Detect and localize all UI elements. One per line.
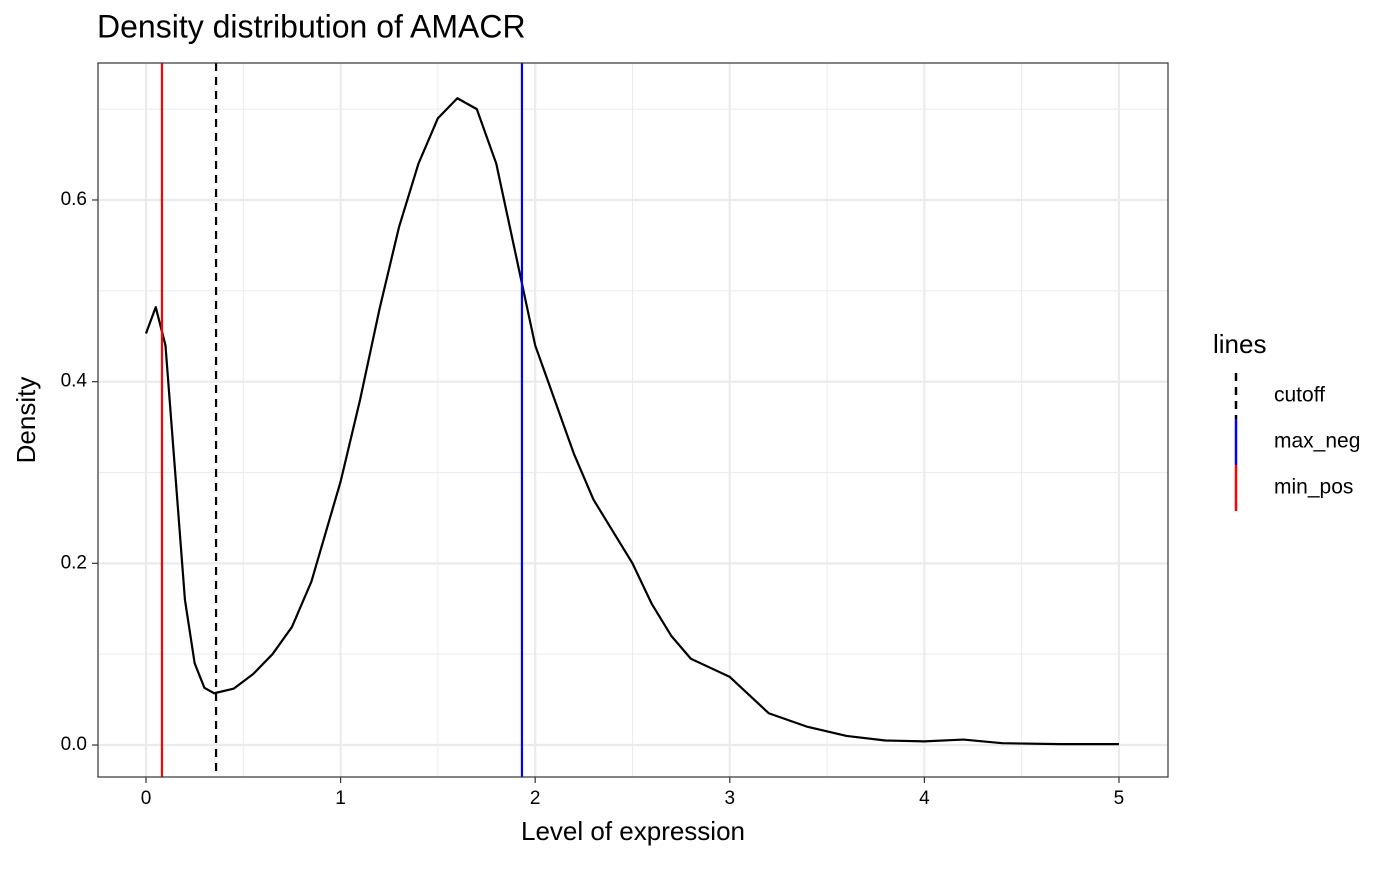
x-tick-label: 0 [141,788,152,809]
y-axis-label: Density [11,377,41,464]
x-tick-label: 5 [1114,788,1125,809]
x-tick-label: 4 [919,788,930,809]
y-tick-label: 0.6 [61,189,87,210]
legend-label: cutoff [1274,384,1325,407]
legend-label: min_pos [1274,476,1353,499]
density-line [144,97,1119,746]
y-tick-label: 0.2 [61,552,87,573]
x-tick-label: 2 [530,788,541,809]
x-axis-label: Level of expression [521,816,745,846]
x-tick-label: 3 [724,788,735,809]
chart-title: Density distribution of AMACR [97,8,526,44]
y-tick-label: 0.4 [61,371,88,392]
panel-border [97,62,1169,778]
x-tick-label: 1 [335,788,346,809]
y-tick-label: 0.0 [61,734,87,755]
legend-title: lines [1213,329,1266,359]
legend-label: max_neg [1274,430,1360,453]
